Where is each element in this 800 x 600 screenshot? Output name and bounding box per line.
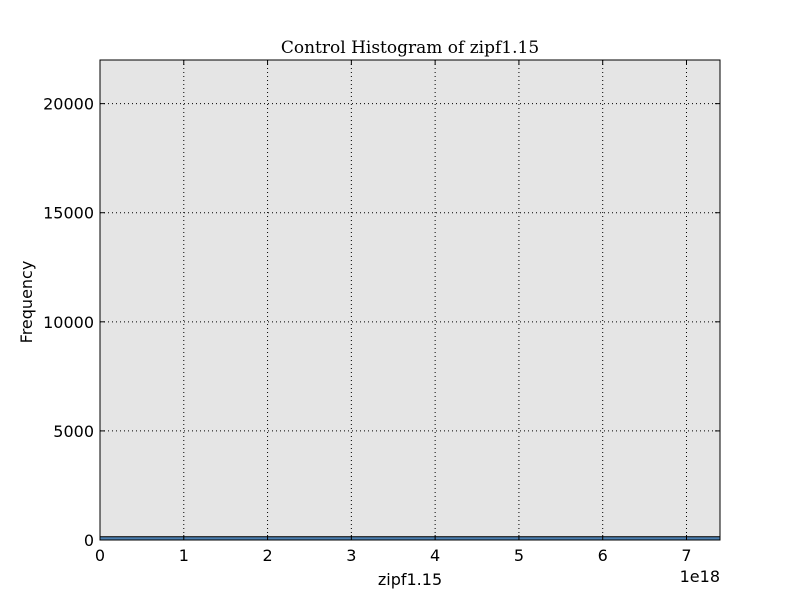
x-tick-label: 0 — [95, 546, 105, 565]
x-tick-label: 4 — [430, 546, 440, 565]
x-axis-ticks: 0 1 2 3 4 5 6 7 — [95, 60, 692, 565]
y-tick-label: 5000 — [53, 422, 94, 441]
y-tick-label: 0 — [84, 531, 94, 550]
x-tick-label: 2 — [262, 546, 272, 565]
x-tick-label: 7 — [681, 546, 691, 565]
x-tick-label: 1 — [179, 546, 189, 565]
x-axis-offset-label: 1e18 — [680, 567, 720, 586]
x-tick-label: 6 — [598, 546, 608, 565]
x-tick-label: 5 — [514, 546, 524, 565]
x-tick-label: 3 — [346, 546, 356, 565]
grid-lines — [100, 60, 720, 540]
chart-title: Control Histogram of zipf1.15 — [281, 38, 539, 58]
y-tick-label: 15000 — [43, 204, 94, 223]
plot-area — [100, 60, 720, 540]
y-axis-label: Frequency — [17, 261, 36, 344]
y-axis-ticks: 0 5000 10000 15000 20000 — [43, 95, 720, 550]
y-tick-label: 20000 — [43, 95, 94, 114]
y-tick-label: 10000 — [43, 313, 94, 332]
plot-frame — [99, 59, 721, 541]
x-axis-label: zipf1.15 — [378, 570, 442, 589]
